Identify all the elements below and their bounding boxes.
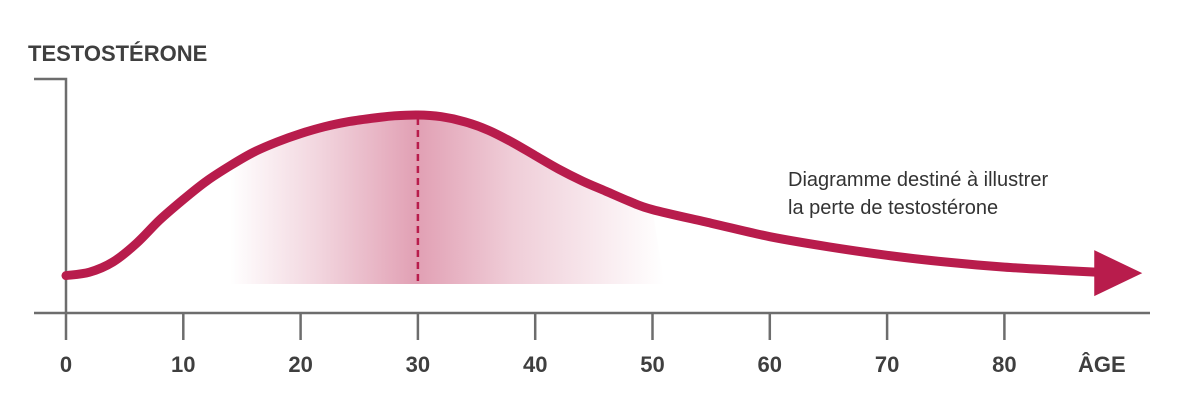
highlight-shading (230, 114, 665, 284)
x-tick-label: 50 (640, 352, 664, 377)
annotation-line-1: Diagramme destiné à illustrer (788, 169, 1048, 191)
x-tick-label: 30 (406, 352, 430, 377)
x-tick-label: 80 (992, 352, 1016, 377)
x-tick-label: 10 (171, 352, 195, 377)
y-axis-line (34, 77, 68, 313)
x-tick-label: 40 (523, 352, 547, 377)
peak-shading-area (230, 114, 665, 284)
x-tick-label: 0 (60, 352, 72, 377)
y-axis-title: TESTOSTÉRONE (28, 41, 207, 66)
curve-arrowhead (1094, 250, 1143, 297)
x-tick-label: 70 (875, 352, 899, 377)
testosterone-curve (61, 110, 1103, 281)
annotation-line-2: la perte de testostérone (788, 197, 998, 219)
x-tick-label: 20 (288, 352, 312, 377)
x-axis-title: ÂGE (1078, 352, 1126, 377)
x-tick-label: 60 (758, 352, 782, 377)
x-axis-ticks: 0 10 20 30 40 50 60 70 80 (60, 313, 1017, 377)
